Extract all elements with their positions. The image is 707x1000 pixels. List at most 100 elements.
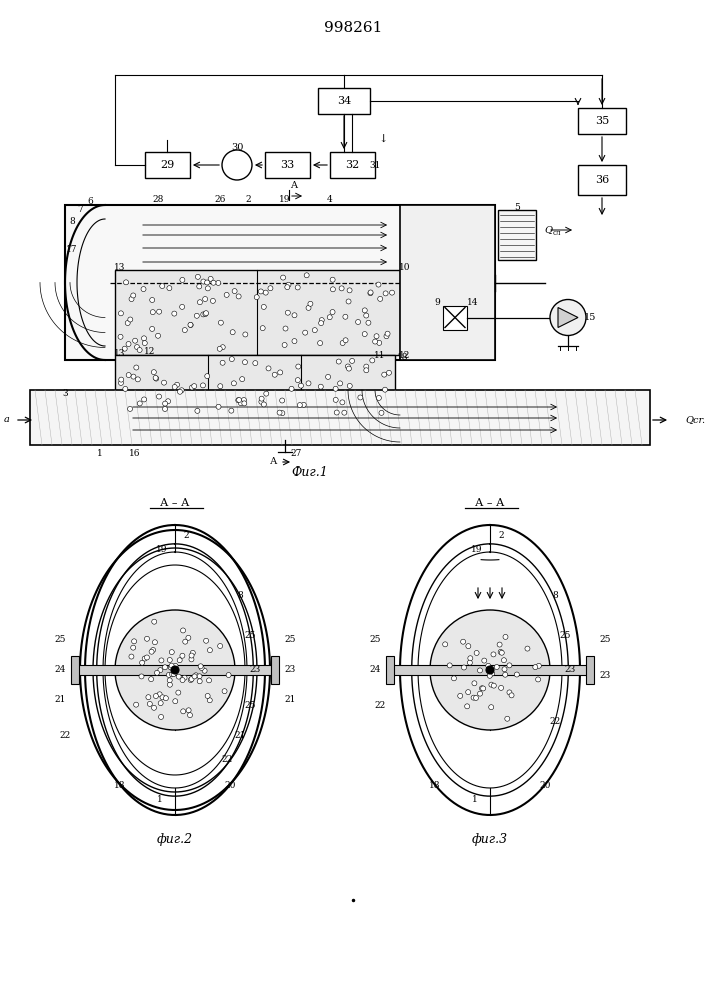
Circle shape xyxy=(333,386,338,391)
Circle shape xyxy=(197,679,202,684)
Text: 1: 1 xyxy=(97,448,103,458)
Circle shape xyxy=(141,287,146,292)
Circle shape xyxy=(226,673,231,678)
Circle shape xyxy=(147,701,152,706)
Circle shape xyxy=(525,646,530,651)
Text: а: а xyxy=(4,416,10,424)
Text: 15: 15 xyxy=(584,313,596,322)
Text: 21: 21 xyxy=(284,696,296,704)
Text: 27: 27 xyxy=(290,448,301,458)
Bar xyxy=(75,665,275,675)
Circle shape xyxy=(373,339,378,344)
Text: 23: 23 xyxy=(600,670,611,680)
Circle shape xyxy=(176,690,181,695)
Circle shape xyxy=(466,644,471,649)
Circle shape xyxy=(285,285,290,290)
Circle shape xyxy=(181,709,186,714)
Circle shape xyxy=(119,311,124,316)
Circle shape xyxy=(377,340,382,345)
Circle shape xyxy=(211,298,216,303)
Text: 12: 12 xyxy=(399,351,411,360)
Circle shape xyxy=(507,663,512,668)
Circle shape xyxy=(205,693,210,698)
Bar xyxy=(71,656,79,684)
Text: 998261: 998261 xyxy=(324,21,382,35)
Circle shape xyxy=(489,682,494,687)
Text: 19: 19 xyxy=(279,196,291,205)
Circle shape xyxy=(472,681,477,686)
Circle shape xyxy=(337,359,341,364)
Circle shape xyxy=(168,678,173,683)
Text: 25: 25 xyxy=(559,631,571,640)
Circle shape xyxy=(132,639,136,644)
Circle shape xyxy=(486,663,491,668)
Circle shape xyxy=(146,695,151,700)
Circle shape xyxy=(491,652,496,657)
Circle shape xyxy=(205,286,211,291)
Circle shape xyxy=(188,678,193,683)
Circle shape xyxy=(286,310,291,315)
Circle shape xyxy=(376,395,381,400)
Text: 19: 19 xyxy=(156,546,167,554)
Circle shape xyxy=(133,338,138,343)
Circle shape xyxy=(266,366,271,371)
Circle shape xyxy=(118,334,123,339)
Circle shape xyxy=(218,644,223,649)
Circle shape xyxy=(370,358,375,363)
Circle shape xyxy=(550,300,586,336)
Text: 20: 20 xyxy=(539,780,551,790)
Circle shape xyxy=(198,664,203,669)
Circle shape xyxy=(318,384,323,389)
Circle shape xyxy=(126,342,131,347)
Circle shape xyxy=(141,336,146,341)
Circle shape xyxy=(221,345,226,350)
Text: Фиг.1: Фиг.1 xyxy=(291,466,328,479)
Circle shape xyxy=(165,399,170,404)
Circle shape xyxy=(149,649,154,654)
Bar xyxy=(386,656,394,684)
Circle shape xyxy=(253,361,258,366)
Circle shape xyxy=(505,716,510,721)
Text: А: А xyxy=(269,458,277,466)
Circle shape xyxy=(129,297,134,302)
Circle shape xyxy=(148,677,153,682)
Circle shape xyxy=(220,360,225,365)
Text: 25: 25 xyxy=(369,636,381,645)
Circle shape xyxy=(490,671,495,676)
Circle shape xyxy=(172,311,177,316)
Circle shape xyxy=(168,665,173,670)
Circle shape xyxy=(134,345,139,350)
Circle shape xyxy=(123,386,128,391)
Text: 8: 8 xyxy=(552,590,558,599)
Text: 22: 22 xyxy=(221,756,233,764)
Text: 6: 6 xyxy=(87,198,93,207)
Circle shape xyxy=(457,693,462,698)
Circle shape xyxy=(467,660,472,665)
Circle shape xyxy=(152,619,157,624)
Circle shape xyxy=(301,402,306,407)
Circle shape xyxy=(533,665,538,670)
Circle shape xyxy=(240,377,245,382)
Text: 25: 25 xyxy=(600,636,611,645)
Bar xyxy=(586,656,594,684)
Circle shape xyxy=(263,290,268,295)
Circle shape xyxy=(170,672,175,677)
Text: 32: 32 xyxy=(345,160,359,170)
Circle shape xyxy=(157,309,162,314)
Circle shape xyxy=(207,698,212,703)
Circle shape xyxy=(327,315,332,320)
Circle shape xyxy=(131,374,136,379)
Circle shape xyxy=(195,274,200,279)
Circle shape xyxy=(281,275,286,280)
Text: 24: 24 xyxy=(54,666,66,674)
Circle shape xyxy=(192,384,197,389)
Circle shape xyxy=(468,656,473,661)
Bar xyxy=(145,152,190,178)
Circle shape xyxy=(128,317,133,322)
Text: 14: 14 xyxy=(467,298,479,307)
Circle shape xyxy=(176,674,181,679)
Circle shape xyxy=(168,682,173,687)
Bar xyxy=(578,165,626,195)
Circle shape xyxy=(153,640,158,645)
Bar xyxy=(443,306,467,330)
